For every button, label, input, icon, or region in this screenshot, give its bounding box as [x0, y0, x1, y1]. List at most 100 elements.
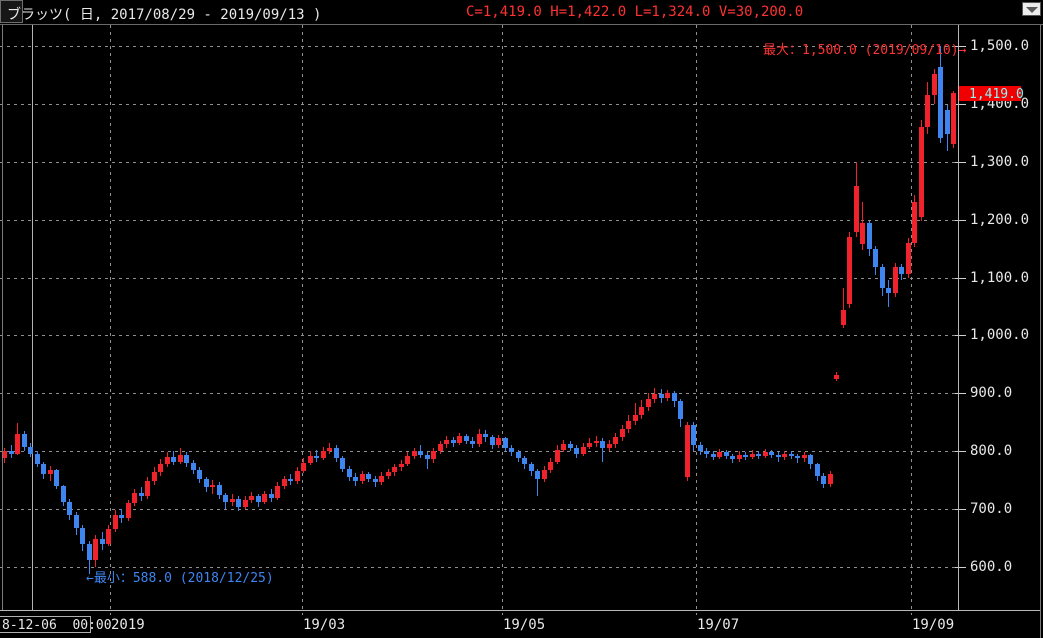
candle-body [249, 496, 254, 500]
candle-body [372, 479, 378, 483]
candle-body [944, 109, 950, 134]
candle-body [177, 454, 183, 462]
h-gridline [0, 393, 958, 394]
candle-body [795, 455, 800, 459]
y-tick [955, 220, 966, 221]
candle-body [639, 407, 644, 416]
v-gridline [302, 25, 303, 615]
min-price-annotation: ←最小：588.0 (2018/12/25) [86, 571, 274, 586]
h-gridline [0, 509, 958, 510]
candle-body [873, 248, 878, 268]
candle-wick [797, 453, 798, 463]
candle-body [645, 399, 651, 408]
candle-body [164, 457, 170, 464]
candle-body [158, 463, 163, 473]
candle-body [346, 468, 352, 477]
candle-body [860, 223, 865, 244]
candle-body [678, 401, 683, 420]
y-tick [955, 162, 966, 163]
candle-body [515, 452, 521, 459]
candle-body [619, 429, 625, 438]
candle-body [756, 453, 761, 456]
h-gridline [0, 104, 958, 105]
y-tick [955, 46, 966, 47]
x-axis-label: 19/09 [912, 617, 955, 633]
candle-body [775, 454, 781, 457]
h-gridline [0, 567, 958, 568]
crosshair-date-box: 8-12-06 00:00 [0, 616, 112, 633]
candle-body [151, 472, 157, 482]
candle-body [580, 446, 586, 454]
y-axis-label: 1,500.0 [970, 38, 1030, 54]
x-axis-label: 19/05 [503, 617, 546, 633]
last-price-marker: 1,419.0 [959, 86, 1024, 102]
candle-wick [602, 438, 603, 463]
candle-body [827, 474, 833, 484]
candle-body [489, 437, 495, 446]
candle-body [28, 446, 33, 455]
candle-body [106, 529, 111, 544]
h-gridline [0, 451, 958, 452]
candle-body [502, 438, 508, 448]
candle-body [463, 436, 469, 441]
candle-body [405, 455, 410, 464]
panel-handle-button[interactable] [0, 0, 23, 23]
candle-body [476, 433, 482, 445]
candle-body [769, 452, 774, 455]
y-axis-label: 800.0 [970, 443, 1013, 459]
candle-body [801, 454, 807, 459]
candle-body [15, 433, 20, 455]
candle-body [548, 461, 553, 470]
dropdown-button[interactable] [1022, 2, 1041, 16]
y-tick [955, 278, 966, 279]
candle-body [288, 479, 293, 482]
y-axis-label: 700.0 [970, 501, 1013, 517]
candle-body [379, 475, 384, 483]
v-gridline [110, 25, 111, 615]
candle-body [879, 267, 885, 288]
candle-body [171, 457, 176, 462]
candlestick-plot-area[interactable] [0, 0, 958, 610]
candle-body [951, 92, 956, 145]
chart-title: ブラッツ( 日, 2017/08/29 - 2019/09/13 ) [7, 7, 322, 23]
candle-body [541, 469, 547, 479]
candle-body [437, 444, 443, 452]
candle-body [483, 433, 488, 438]
candle-body [665, 393, 670, 398]
candle-body [762, 452, 768, 456]
candle-body [853, 186, 859, 233]
candle-body [730, 455, 735, 460]
max-price-annotation: 最大：1,500.0 (2019/09/10)→ [763, 43, 967, 58]
candle-body [704, 451, 709, 455]
candle-wick [842, 287, 844, 329]
candle-body [600, 440, 605, 448]
candle-body [411, 451, 417, 456]
candle-body [788, 453, 794, 456]
candle-body [554, 450, 560, 462]
candle-body [717, 452, 722, 457]
last-price-value: 1,419.0 [969, 87, 1024, 102]
candle-body [593, 440, 599, 444]
candle-wick [777, 452, 779, 462]
y-axis-label: 1,200.0 [970, 212, 1030, 228]
ohlcv-readout: C=1,419.0 H=1,422.0 L=1,324.0 V=30,200.0 [466, 4, 804, 20]
window-left-border [2, 0, 3, 610]
candle-body [93, 539, 98, 561]
candle-body [236, 498, 241, 507]
crosshair-vertical-line[interactable] [32, 0, 33, 610]
candle-body [431, 451, 436, 460]
candle-body [67, 502, 72, 515]
time-axis-line [0, 610, 1041, 611]
candle-body [710, 454, 716, 457]
candle-body [496, 438, 501, 446]
candle-body [418, 451, 423, 455]
candle-body [314, 455, 319, 459]
candle-body [424, 454, 430, 460]
candle-body [814, 463, 820, 476]
candle-body [2, 451, 7, 459]
x-axis-label: 19/03 [303, 617, 346, 633]
candle-body [606, 444, 612, 448]
candle-body [327, 447, 332, 452]
window-right-border [1040, 0, 1041, 638]
x-axis-label: 2019 [111, 617, 145, 633]
